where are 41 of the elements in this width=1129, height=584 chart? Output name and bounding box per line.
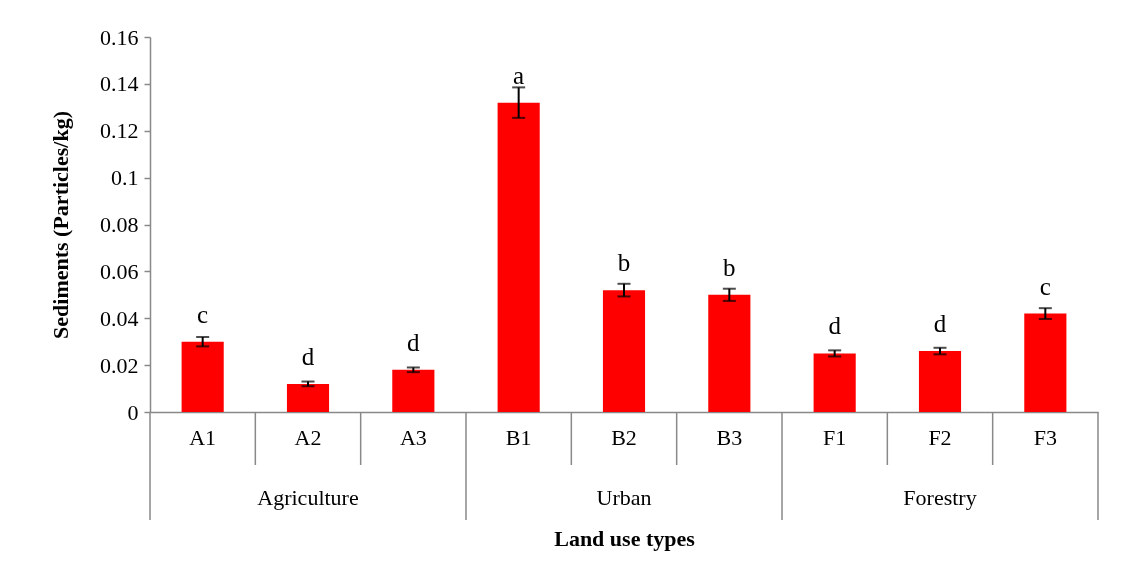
bar bbox=[286, 383, 330, 412]
x-tick-label: A1 bbox=[189, 424, 217, 450]
y-tick-label: 0.06 bbox=[100, 258, 139, 284]
bar bbox=[918, 351, 962, 412]
x-axis-title: Land use types bbox=[554, 525, 696, 551]
data-label: c bbox=[197, 300, 209, 328]
data-label: d bbox=[407, 328, 421, 356]
data-label: d bbox=[933, 310, 947, 338]
data-label: a bbox=[513, 61, 525, 89]
x-tick-label: F1 bbox=[823, 424, 847, 450]
x-tick-label: B1 bbox=[505, 424, 532, 450]
bar bbox=[392, 369, 435, 412]
y-tick-label: 0.02 bbox=[100, 352, 139, 378]
bar bbox=[181, 341, 224, 412]
x-tick-label: F3 bbox=[1033, 424, 1057, 450]
x-tick-label: A3 bbox=[399, 424, 427, 450]
x-tick-label: B2 bbox=[611, 424, 637, 450]
data-label: d bbox=[301, 342, 315, 370]
text: Forestry bbox=[903, 485, 977, 510]
bar bbox=[813, 353, 856, 412]
x-tick-label: F2 bbox=[928, 424, 952, 450]
y-tick-label: 0.1 bbox=[111, 165, 139, 191]
data-label: b bbox=[617, 249, 631, 277]
y-axis-title: Sediments (Particles/kg) bbox=[48, 111, 73, 339]
y-tick-label: 0.08 bbox=[100, 212, 139, 237]
bar bbox=[708, 294, 751, 412]
y-tick-label: 0.04 bbox=[100, 305, 139, 331]
y-tick-label: 0.14 bbox=[100, 71, 139, 97]
y-tick-label: 0.12 bbox=[100, 118, 139, 144]
data-label: d bbox=[828, 312, 842, 340]
bar bbox=[497, 102, 540, 412]
x-tick-label: B3 bbox=[716, 424, 743, 450]
text: Agriculture bbox=[257, 485, 359, 510]
x-tick-label: A2 bbox=[294, 424, 322, 450]
data-label: b bbox=[723, 253, 736, 281]
data-label: c bbox=[1039, 272, 1051, 300]
bar bbox=[1024, 313, 1067, 412]
bar bbox=[602, 290, 646, 412]
y-tick-label: 0.16 bbox=[100, 24, 139, 50]
text: Urban bbox=[596, 485, 652, 510]
y-tick-label: 0 bbox=[127, 399, 139, 425]
